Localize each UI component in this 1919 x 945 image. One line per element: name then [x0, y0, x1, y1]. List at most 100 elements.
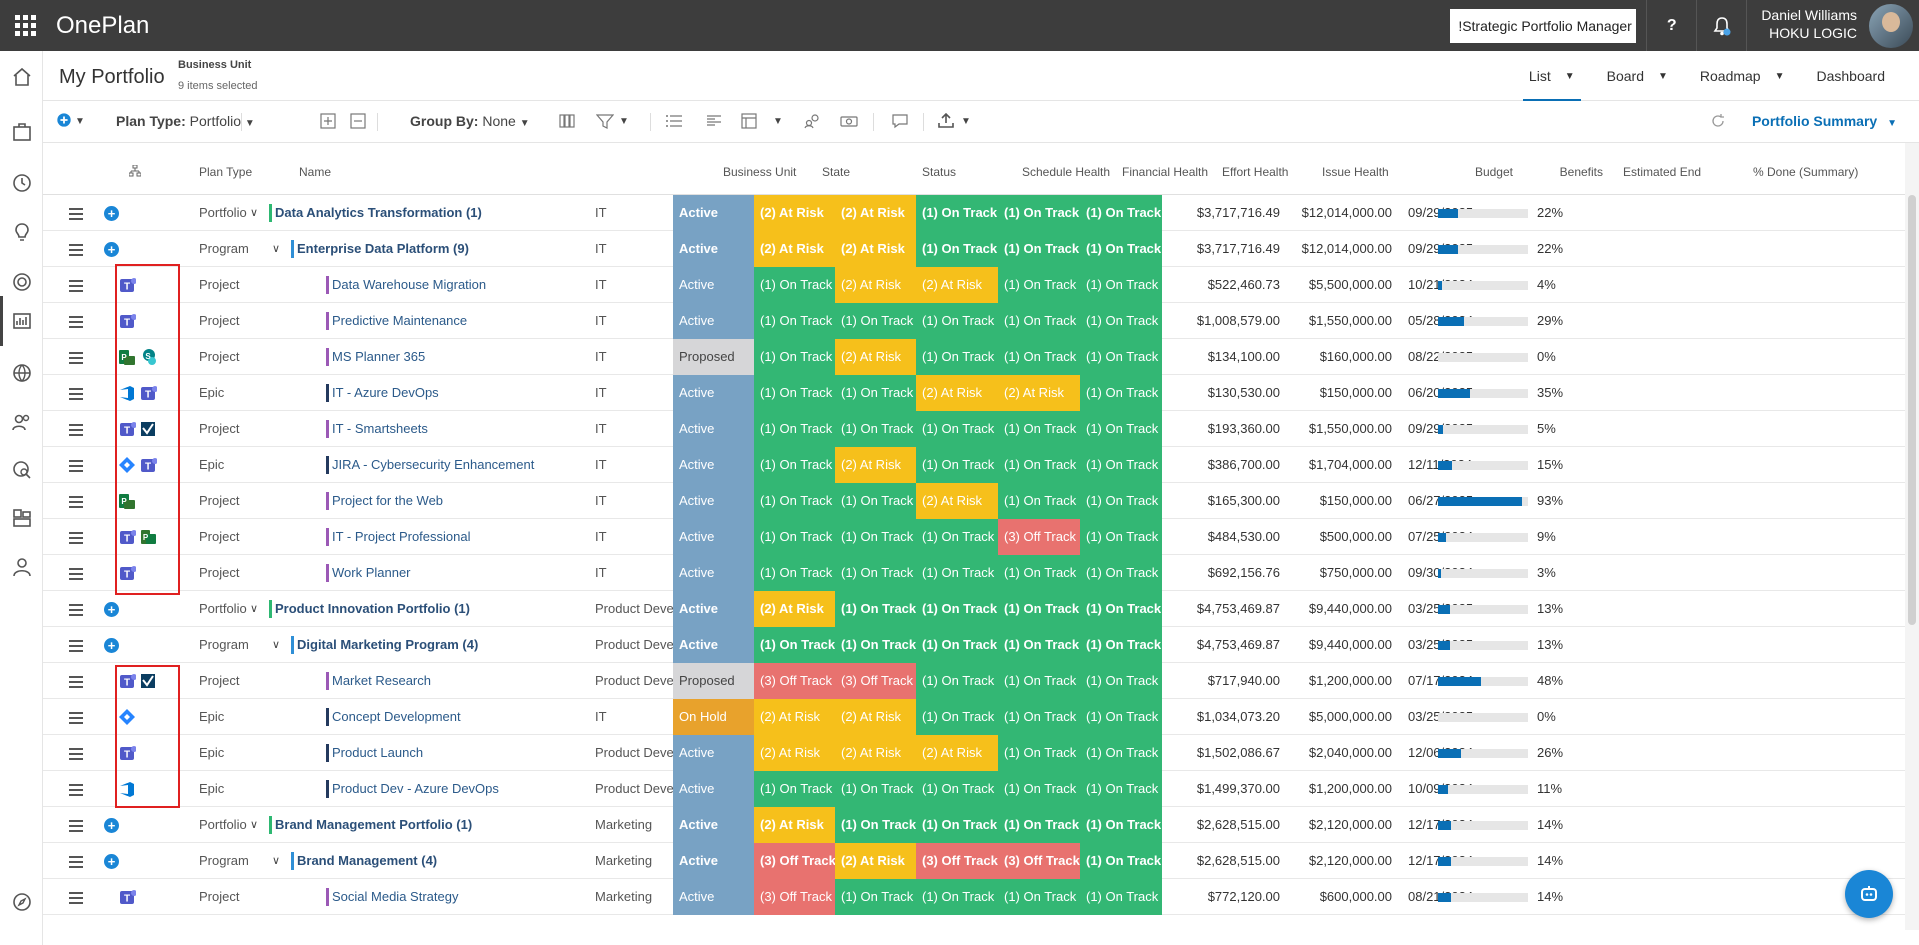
row-menu-icon[interactable] [69, 568, 83, 583]
vertical-scrollbar[interactable] [1905, 143, 1919, 930]
row-menu-icon[interactable] [69, 640, 83, 655]
row-menu-icon[interactable] [69, 604, 83, 619]
tab-board[interactable]: Board ▼ [1606, 68, 1668, 84]
table-row[interactable]: Epic Product Dev - Azure DevOps Product De… [43, 771, 1905, 807]
smartsheet-icon[interactable] [139, 672, 157, 690]
table-row[interactable]: + Program ∨ Enterprise Data Platform (9) IT A… [43, 231, 1905, 267]
column-header-status[interactable]: Status [922, 165, 957, 179]
row-menu-icon[interactable] [69, 496, 83, 511]
chevron-down-icon[interactable]: ▼ [1564, 70, 1575, 82]
table-row[interactable]: P S Project MS Planner 365 IT Proposed (1) On … [43, 339, 1905, 375]
refresh-icon[interactable] [1709, 113, 1727, 129]
plan-name-link[interactable]: JIRA - Cybersecurity Enhancement [332, 457, 535, 472]
plan-name-link[interactable]: Enterprise Data Platform (9) [297, 241, 469, 256]
globe-icon[interactable] [11, 362, 33, 384]
plan-name-link[interactable]: Product Dev - Azure DevOps [332, 781, 499, 796]
role-selector[interactable]: !Strategic Portfolio Manager [1450, 8, 1637, 43]
support-chat-button[interactable] [1845, 870, 1893, 918]
azure-devops-icon[interactable] [118, 384, 136, 402]
expand-all-icon[interactable] [319, 113, 337, 129]
plan-name-link[interactable]: Project for the Web [332, 493, 444, 508]
avatar[interactable] [1869, 3, 1913, 48]
plan-name-link[interactable]: Concept Development [332, 709, 461, 724]
table-row[interactable]: + Portfolio ∨ Brand Management Portfolio (1… [43, 807, 1905, 843]
row-menu-icon[interactable] [69, 280, 83, 295]
collapse-all-icon[interactable] [349, 113, 367, 129]
plan-name-link[interactable]: Product Launch [332, 745, 424, 760]
project-icon[interactable]: P [139, 528, 157, 546]
column-header-percent-done[interactable]: % Done (Summary) [1753, 165, 1859, 179]
business-unit-filter[interactable]: 9 items selected [178, 80, 258, 92]
plan-type-filter[interactable]: Plan Type: Portfolio ▼ [116, 113, 255, 129]
chevron-down-icon[interactable]: ▼ [619, 116, 629, 127]
chevron-down-icon[interactable]: ▼ [773, 116, 783, 127]
reports-search-icon[interactable] [11, 459, 33, 481]
list-icon[interactable] [665, 113, 683, 129]
teams-icon[interactable]: T [118, 564, 136, 582]
column-header-schedule-health[interactable]: Schedule Health [1022, 165, 1111, 179]
row-menu-icon[interactable] [69, 460, 83, 475]
plan-name-link[interactable]: Digital Marketing Program (4) [297, 637, 479, 652]
goals-target-icon[interactable] [11, 271, 33, 293]
chevron-down-icon[interactable]: ∨ [272, 243, 281, 255]
export-icon[interactable] [937, 113, 955, 129]
plan-name-link[interactable]: Data Warehouse Migration [332, 277, 487, 292]
comment-icon[interactable] [891, 113, 909, 129]
app-name[interactable]: OnePlan [56, 11, 150, 39]
column-header-business-unit[interactable]: Business Unit [723, 165, 797, 179]
table-row[interactable]: T Project Predictive Maintenance IT Active (1… [43, 303, 1905, 339]
column-header-estimated-end[interactable]: Estimated End [1623, 165, 1702, 179]
column-header-issue-health[interactable]: Issue Health [1322, 165, 1389, 179]
teams-icon[interactable]: T [118, 528, 136, 546]
chevron-down-icon[interactable]: ▼ [1657, 70, 1668, 82]
teams-icon[interactable]: T [118, 744, 136, 762]
chevron-down-icon[interactable]: ∨ [272, 855, 281, 867]
compass-icon[interactable] [11, 891, 33, 913]
columns-icon[interactable] [558, 113, 576, 129]
boards-icon[interactable] [11, 507, 33, 529]
hierarchy-icon[interactable] [129, 165, 141, 177]
idea-lightbulb-icon[interactable] [11, 221, 33, 243]
table-row[interactable]: T Epic IT - Azure DevOps IT Active (1) On Tra… [43, 375, 1905, 411]
row-menu-icon[interactable] [69, 892, 83, 907]
row-menu-icon[interactable] [69, 532, 83, 547]
column-header-name[interactable]: Name [299, 165, 332, 179]
tab-list[interactable]: List ▼ [1513, 51, 1591, 101]
row-menu-icon[interactable] [69, 424, 83, 439]
column-header-plan-type[interactable]: Plan Type [199, 165, 253, 179]
scrollbar-thumb[interactable] [1908, 195, 1916, 625]
table-row[interactable]: Epic Concept Development IT On Hold (2) At R… [43, 699, 1905, 735]
align-left-icon[interactable] [705, 113, 723, 129]
column-header-state[interactable]: State [822, 165, 851, 179]
add-child-icon[interactable]: + [104, 854, 119, 869]
teams-icon[interactable]: T [118, 276, 136, 294]
column-header-financial-health[interactable]: Financial Health [1122, 165, 1209, 179]
chevron-down-icon[interactable]: ▼ [75, 116, 85, 127]
row-menu-icon[interactable] [69, 316, 83, 331]
table-row[interactable]: + Portfolio ∨ Data Analytics Transformation… [43, 195, 1905, 231]
table-row[interactable]: T Project Work Planner IT Active (1) On Track… [43, 555, 1905, 591]
teams-icon[interactable]: T [118, 672, 136, 690]
home-icon[interactable] [11, 66, 33, 88]
teams-icon[interactable]: T [118, 888, 136, 906]
row-menu-icon[interactable] [69, 388, 83, 403]
chevron-down-icon[interactable]: ∨ [250, 603, 259, 615]
plan-name-link[interactable]: Market Research [332, 673, 431, 688]
jira-icon[interactable] [118, 708, 136, 726]
add-child-icon[interactable]: + [104, 206, 119, 221]
tab-dashboard[interactable]: Dashboard [1816, 68, 1886, 84]
filter-icon[interactable] [596, 113, 614, 129]
row-menu-icon[interactable] [69, 856, 83, 871]
add-circle-icon[interactable] [55, 112, 73, 128]
portfolio-summary-selector[interactable]: Portfolio Summary ▼ [1751, 113, 1897, 129]
table-row[interactable]: + Program ∨ Digital Marketing Program (4) Pr… [43, 627, 1905, 663]
column-header-budget[interactable]: Budget [1474, 165, 1513, 179]
briefcase-icon[interactable] [11, 121, 33, 143]
tab-roadmap[interactable]: Roadmap ▼ [1699, 68, 1785, 84]
user-info[interactable]: Daniel Williams HOKU LOGIC [1746, 0, 1865, 51]
chevron-down-icon[interactable]: ∨ [250, 207, 259, 219]
table-row[interactable]: T Project Market Research Product DevelopPr… [43, 663, 1905, 699]
plan-name-link[interactable]: Work Planner [332, 565, 411, 580]
plan-name-link[interactable]: Brand Management (4) [297, 853, 438, 868]
table-row[interactable]: + Portfolio ∨ Product Innovation Portfolio … [43, 591, 1905, 627]
